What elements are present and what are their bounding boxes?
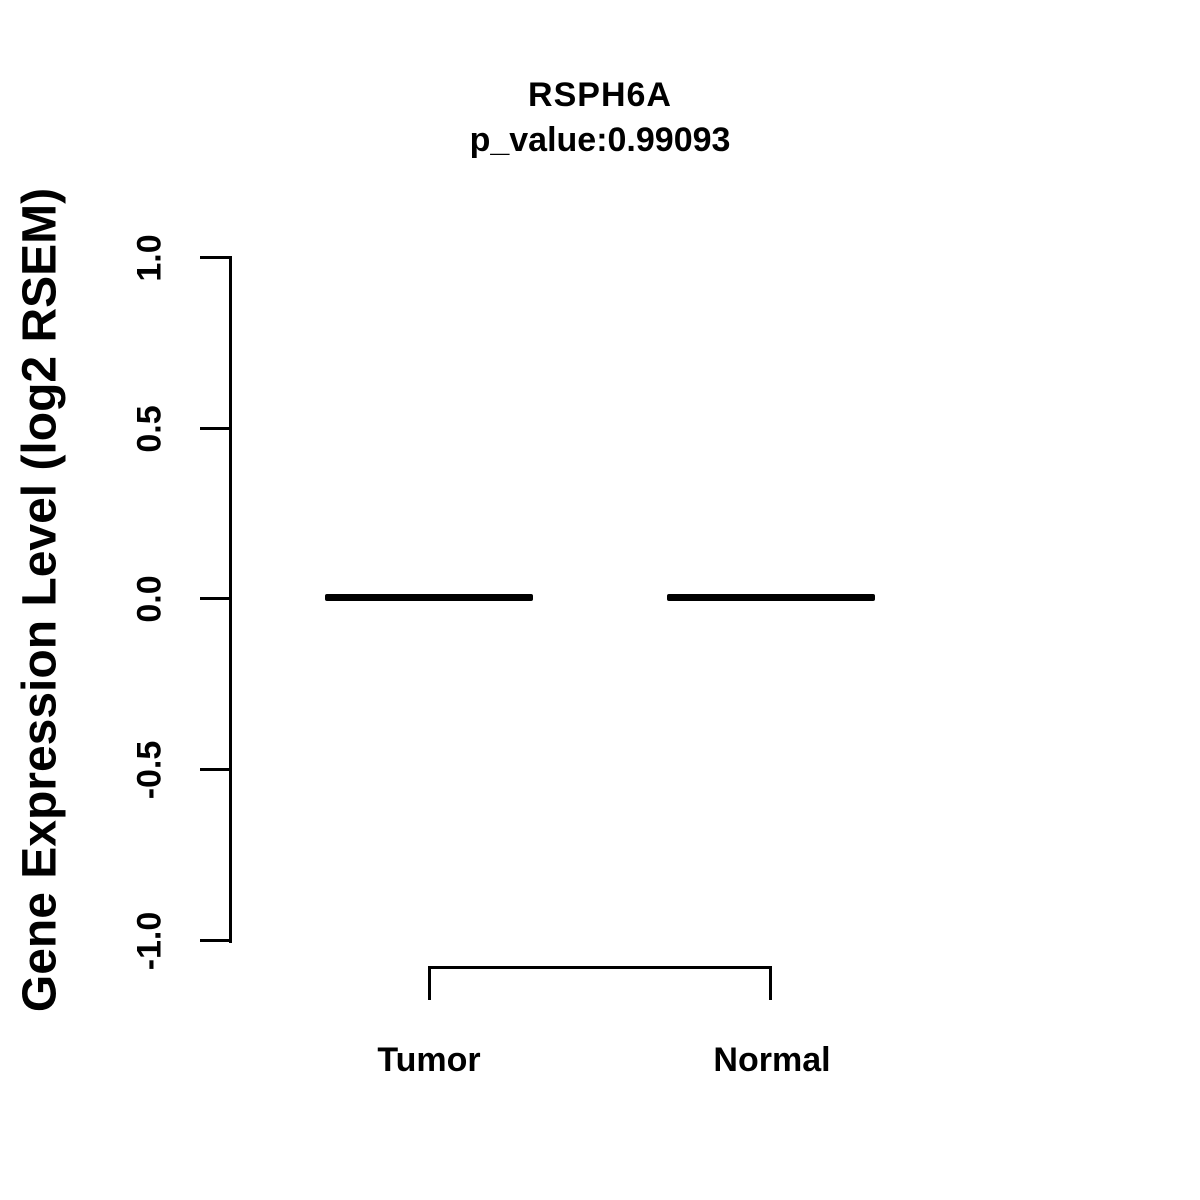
y-axis-tick (200, 597, 230, 600)
y-axis-label: Gene Expression Level (log2 RSEM) (13, 187, 67, 1013)
x-label-tumor: Tumor (377, 1041, 481, 1079)
normal-median-line (667, 594, 875, 601)
y-axis-tick (200, 427, 230, 430)
tumor-median-line (325, 594, 533, 601)
chart-title: RSPH6A (528, 76, 672, 114)
chart-subtitle-pvalue: p_value:0.99093 (469, 121, 731, 159)
y-tick-label: 1.0 (130, 234, 169, 282)
x-label-normal: Normal (713, 1041, 831, 1079)
y-tick-label: 0.0 (130, 575, 169, 623)
y-tick-label: 0.5 (130, 405, 169, 453)
y-axis-tick (200, 768, 230, 771)
y-axis-line (229, 256, 232, 943)
y-axis-tick (200, 256, 230, 259)
y-tick-label: -0.5 (130, 740, 169, 800)
y-tick-label: -1.0 (130, 911, 169, 971)
y-axis-tick (200, 939, 230, 942)
group-comparison-bracket (428, 966, 772, 1000)
